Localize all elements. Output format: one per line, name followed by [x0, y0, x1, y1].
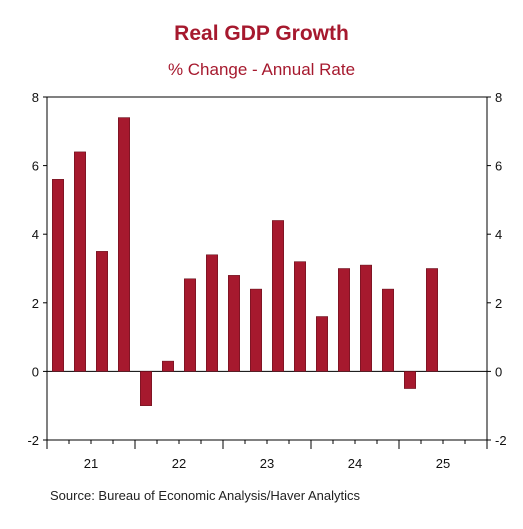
y-tick-label-left: 8 — [32, 90, 39, 105]
y-tick-label-right: 0 — [495, 364, 502, 379]
source-note: Source: Bureau of Economic Analysis/Have… — [50, 488, 360, 503]
y-tick-label-left: -2 — [27, 433, 39, 448]
bar-23Q1 — [228, 275, 240, 372]
bar-23Q4 — [294, 261, 306, 372]
chart-title: Real GDP Growth — [174, 22, 349, 45]
x-year-label: 22 — [172, 456, 186, 471]
y-tick-label-right: 8 — [495, 90, 502, 105]
bar-24Q2 — [338, 268, 350, 372]
y-tick-label-right: 4 — [495, 227, 502, 242]
bar-24Q1 — [316, 316, 328, 372]
bar-25Q2 — [426, 268, 438, 372]
chart-subtitle: % Change - Annual Rate — [167, 60, 356, 79]
bar-25Q1 — [404, 371, 416, 389]
y-tick-label-left: 4 — [32, 227, 39, 242]
y-tick-label-left: 6 — [32, 159, 39, 174]
plot-frame — [46, 96, 488, 441]
bar-23Q3 — [272, 220, 284, 372]
bar-22Q4 — [206, 254, 218, 372]
bar-24Q3 — [360, 264, 372, 372]
x-year-label: 25 — [436, 456, 450, 471]
y-tick-label-right: -2 — [495, 433, 507, 448]
y-tick-label-left: 2 — [32, 296, 39, 311]
bar-21Q1 — [52, 179, 64, 372]
bar-22Q2 — [162, 360, 174, 372]
bar-21Q3 — [96, 251, 108, 372]
y-tick-label-left: 0 — [32, 364, 39, 379]
y-tick-label-right: 6 — [495, 159, 502, 174]
y-tick-label-right: 2 — [495, 296, 502, 311]
bar-24Q4 — [382, 288, 394, 372]
x-year-label: 21 — [84, 456, 98, 471]
bar-22Q3 — [184, 278, 196, 372]
bar-22Q1 — [140, 371, 152, 406]
bar-21Q2 — [74, 151, 86, 372]
bar-23Q2 — [250, 288, 262, 372]
x-year-label: 24 — [348, 456, 362, 471]
x-year-label: 23 — [260, 456, 274, 471]
bar-21Q4 — [118, 117, 130, 372]
